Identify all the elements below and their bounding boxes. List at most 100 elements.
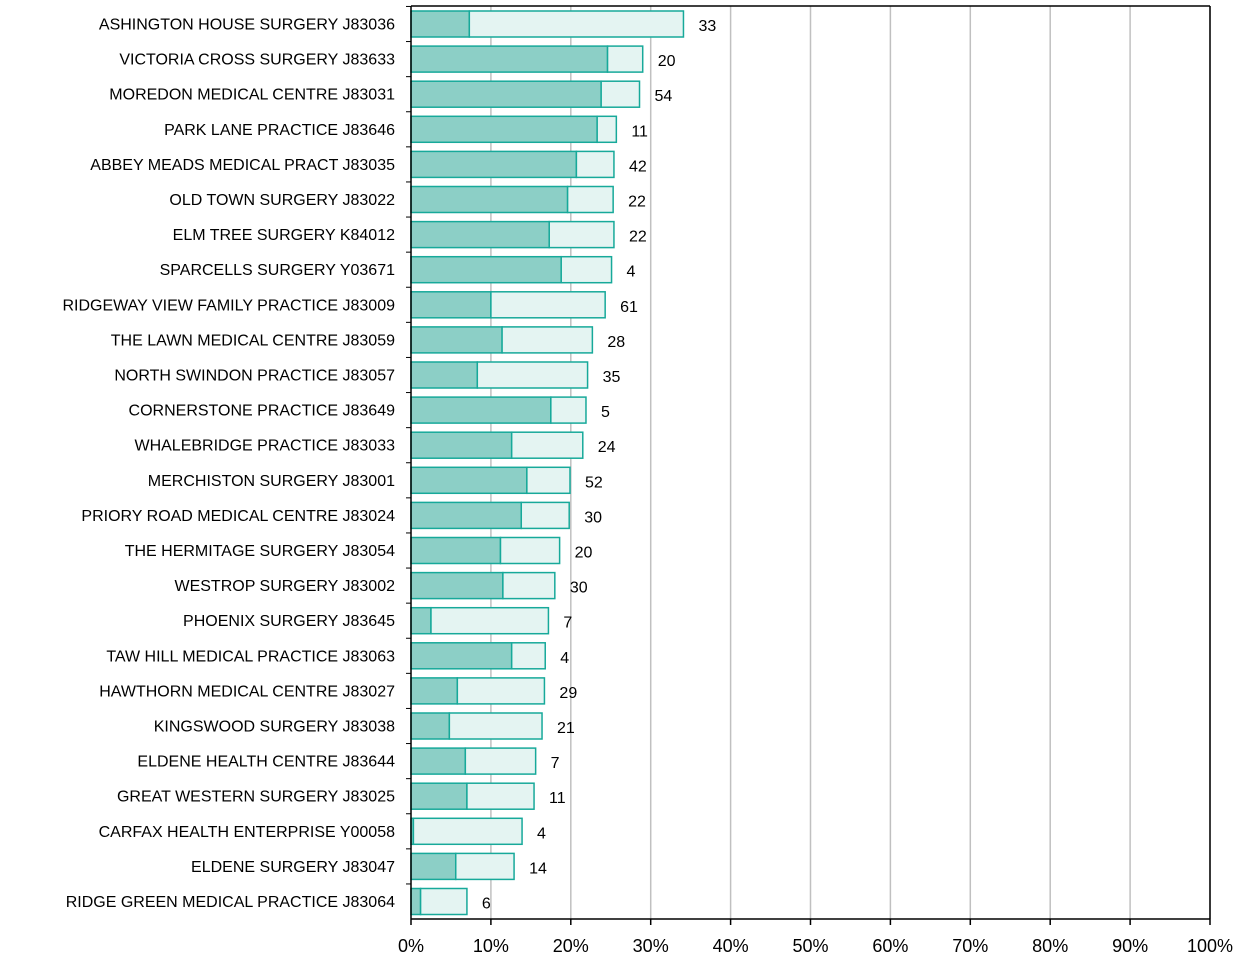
bar-segment-secondary	[510, 642, 546, 670]
bar-segment-primary	[410, 431, 513, 459]
category-label: PRIORY ROAD MEDICAL CENTRE J83024	[81, 508, 395, 525]
bar-segment-secondary	[560, 255, 613, 284]
category-label: GREAT WESTERN SURGERY J83025	[117, 789, 395, 806]
category-label: ELDENE HEALTH CENTRE J83644	[137, 754, 395, 771]
bar-segment-secondary	[466, 782, 535, 810]
category-label: PARK LANE PRACTICE J83646	[164, 122, 395, 139]
category-label: RIDGE GREEN MEDICAL PRACTICE J83064	[66, 894, 395, 911]
category-label: NORTH SWINDON PRACTICE J83057	[114, 368, 395, 385]
bar-segment-secondary	[448, 712, 543, 740]
bar-segment-primary	[410, 642, 513, 670]
category-label: KINGSWOOD SURGERY J83038	[154, 719, 395, 736]
bar-segment-primary	[410, 45, 609, 73]
bar-segment-secondary	[510, 431, 584, 459]
x-tick-label: 50%	[792, 936, 828, 956]
category-labels: ASHINGTON HOUSE SURGERY J83036 VICTORIA C…	[62, 17, 395, 912]
category-label: HAWTHORN MEDICAL CENTRE J83027	[99, 683, 395, 700]
bars	[410, 10, 685, 916]
count-label: 29	[559, 685, 577, 702]
bar-segment-secondary	[490, 291, 606, 319]
bar-segment-secondary	[606, 45, 644, 73]
bar-segment-primary	[410, 150, 578, 179]
count-label: 28	[607, 334, 625, 351]
x-tick-label: 60%	[872, 936, 908, 956]
bar-segment-secondary	[548, 220, 615, 249]
count-label: 42	[629, 158, 647, 175]
bar-segment-primary	[410, 747, 467, 775]
bar-segment-primary	[410, 185, 569, 214]
bar-segment-primary	[410, 536, 502, 565]
bar-segment-primary	[410, 10, 471, 38]
bar-segment-primary	[410, 396, 552, 424]
count-label: 5	[601, 404, 610, 421]
bar-segment-primary	[410, 852, 457, 881]
category-label: SPARCELLS SURGERY Y03671	[160, 262, 395, 279]
bar-segment-primary	[410, 466, 528, 495]
bar-segment-primary	[410, 291, 492, 319]
count-label: 7	[563, 615, 572, 632]
count-label: 11	[631, 123, 648, 140]
category-label: MERCHISTON SURGERY J83001	[148, 473, 395, 490]
count-label: 33	[698, 18, 716, 35]
count-label: 30	[570, 580, 588, 597]
count-label: 52	[585, 474, 603, 491]
category-label: WESTROP SURGERY J83002	[174, 578, 395, 595]
bar-segment-primary	[410, 361, 479, 389]
bar-segment-secondary	[464, 747, 537, 775]
bar-segment-secondary	[456, 677, 546, 705]
bar-segment-secondary	[454, 852, 515, 881]
count-label: 30	[584, 509, 602, 526]
count-label: 4	[627, 264, 636, 281]
x-tick-label: 70%	[952, 936, 988, 956]
count-label: 7	[551, 755, 560, 772]
category-label: ASHINGTON HOUSE SURGERY J83036	[99, 17, 395, 34]
bar-segment-secondary	[520, 501, 570, 530]
x-tick-label: 80%	[1032, 936, 1068, 956]
count-label: 61	[620, 299, 638, 316]
count-labels: 33 20 54 11 42 22 22 4 61 28 35 5 24 52 30 20 30 7 4 29 21 7 1…	[482, 18, 716, 913]
bar-segment-primary	[410, 501, 523, 530]
bar-segment-secondary	[566, 185, 614, 214]
category-label: RIDGEWAY VIEW FAMILY PRACTICE J83009	[62, 297, 395, 314]
bar-segment-primary	[410, 782, 468, 810]
count-label: 4	[560, 650, 569, 667]
category-label: CORNERSTONE PRACTICE J83649	[129, 403, 396, 420]
bar-segment-secondary	[600, 80, 641, 108]
bar-segment-primary	[410, 887, 422, 916]
bar-segment-primary	[410, 571, 504, 600]
count-label: 11	[549, 790, 566, 807]
bar-segment-primary	[410, 255, 562, 284]
x-tick-label: 30%	[633, 936, 669, 956]
category-label: THE LAWN MEDICAL CENTRE J83059	[111, 332, 395, 349]
x-tick-label: 90%	[1112, 936, 1148, 956]
axes	[406, 5, 1211, 925]
x-tick-label: 100%	[1187, 936, 1233, 956]
bar-segment-primary	[410, 712, 451, 740]
bar-segment-primary	[410, 80, 602, 108]
bar-segment-secondary	[476, 361, 589, 389]
bar-segment-secondary	[419, 887, 468, 916]
category-label: OLD TOWN SURGERY J83022	[169, 192, 395, 209]
count-label: 22	[628, 194, 646, 211]
bar-segment-primary	[410, 677, 459, 705]
count-label: 20	[575, 545, 593, 562]
category-label: MOREDON MEDICAL CENTRE J83031	[109, 87, 395, 104]
bar-segment-secondary	[550, 396, 587, 424]
bar-segment-secondary	[430, 606, 550, 635]
count-label: 35	[603, 369, 621, 386]
count-label: 14	[529, 860, 547, 877]
count-label: 21	[557, 720, 575, 737]
count-label: 4	[537, 825, 546, 842]
bar-segment-secondary	[468, 10, 685, 38]
category-label: WHALEBRIDGE PRACTICE J83033	[134, 438, 395, 455]
x-tick-label: 20%	[553, 936, 589, 956]
bar-segment-secondary	[499, 536, 561, 565]
x-tick-labels: 0% 10% 20% 30% 40% 50% 60% 70% 80% 90% 100%	[398, 936, 1233, 956]
x-tick-label: 40%	[713, 936, 749, 956]
count-label: 24	[598, 439, 616, 456]
x-tick-label: 10%	[473, 936, 509, 956]
category-label: ELM TREE SURGERY K84012	[173, 227, 395, 244]
count-label: 6	[482, 896, 491, 913]
category-label: VICTORIA CROSS SURGERY J83633	[119, 52, 395, 69]
